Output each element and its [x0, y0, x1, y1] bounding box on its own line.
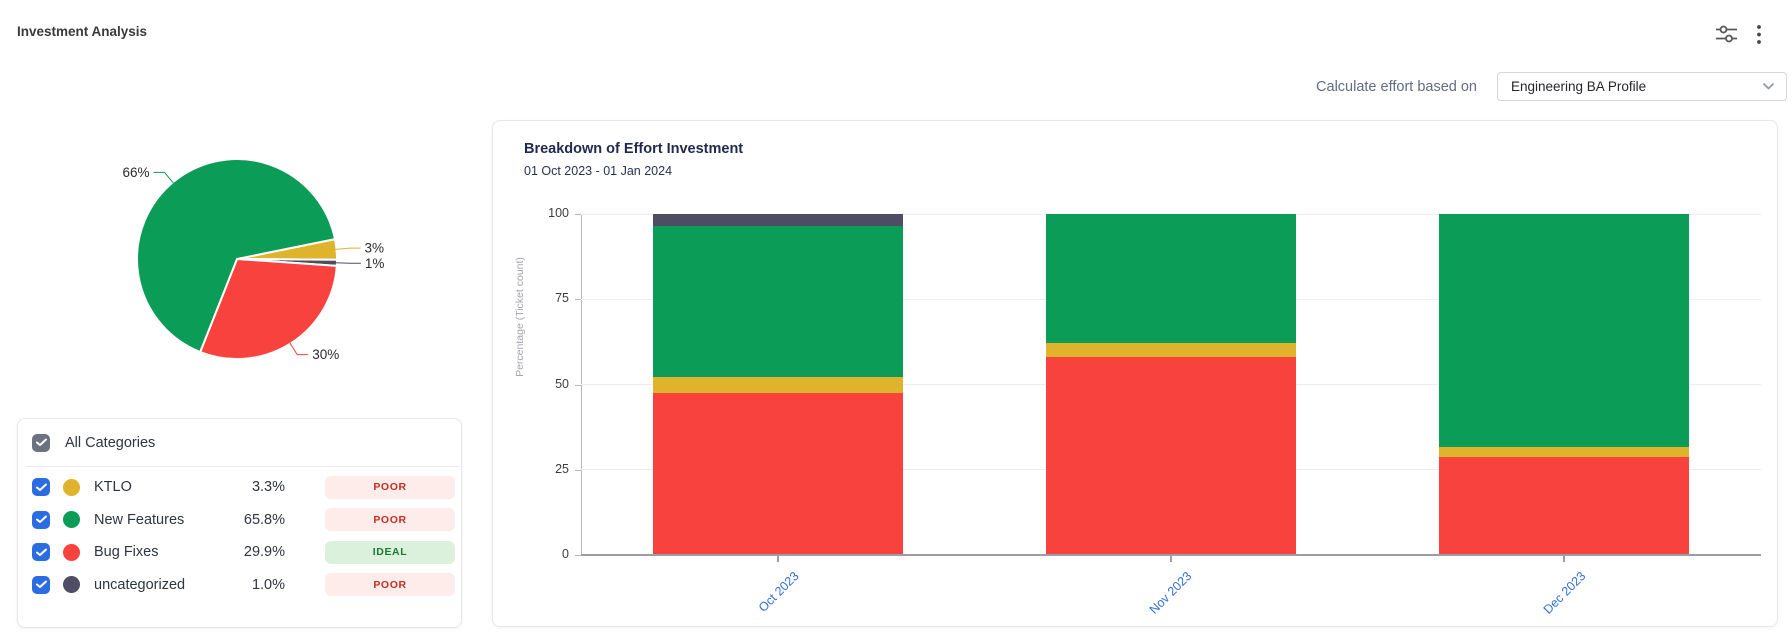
- bar-segment-oct-2023-bug-fixes[interactable]: [652, 392, 903, 555]
- pie-label-line: [153, 171, 174, 184]
- y-tick-mark: [575, 299, 581, 301]
- check-icon: [35, 438, 47, 446]
- x-label-oct-2023[interactable]: Oct 2023: [755, 569, 802, 615]
- x-label-nov-2023[interactable]: Nov 2023: [1147, 569, 1195, 617]
- bar-segment-dec-2023-bug-fixes[interactable]: [1439, 456, 1690, 555]
- y-tick-label: 75: [555, 291, 569, 306]
- y-tick-label: 0: [562, 547, 569, 561]
- all-categories-label: All Categories: [65, 434, 156, 451]
- bar-dec-2023: [1439, 214, 1690, 555]
- bar-segment-oct-2023-ktlo[interactable]: [652, 376, 903, 393]
- chart-date-range: 01 Oct 2023 - 01 Jan 2024: [524, 164, 673, 178]
- category-color-dot: [63, 511, 80, 529]
- page-title: Investment Analysis: [17, 24, 148, 39]
- category-row-bug-fixes: Bug Fixes 29.9% IDEAL: [18, 536, 461, 569]
- category-percent: 1.0%: [251, 576, 285, 593]
- category-row-new-features: New Features 65.8% POOR: [18, 504, 461, 537]
- x-tick-mark: [1170, 556, 1172, 562]
- profile-dropdown-value: Engineering BA Profile: [1511, 79, 1647, 94]
- category-row-ktlo: KTLO 3.3% POOR: [18, 471, 461, 504]
- category-percent: 3.3%: [251, 479, 285, 496]
- pie-label-ktlo: 3%: [365, 241, 385, 256]
- pie-label-uncategorized: 1%: [365, 256, 385, 271]
- y-tick-mark: [575, 214, 581, 215]
- pie-label-new-features: 66%: [122, 165, 149, 180]
- pie-label-line: [335, 247, 361, 250]
- category-color-dot: [63, 478, 80, 496]
- category-percent: 65.8%: [243, 511, 285, 528]
- x-label-dec-2023[interactable]: Dec 2023: [1540, 569, 1589, 617]
- all-categories-row: All Categories: [18, 419, 461, 466]
- category-status-badge: POOR: [325, 508, 455, 532]
- investment-pie-chart: 3%1% 30% 66%: [122, 158, 385, 362]
- category-label: KTLO: [94, 479, 132, 496]
- category-color-dot: [63, 543, 80, 561]
- profile-dropdown[interactable]: Engineering BA Profile: [1497, 72, 1787, 101]
- category-label: New Features: [94, 511, 185, 528]
- bar-segment-nov-2023-ktlo[interactable]: [1046, 343, 1296, 357]
- category-status-badge: POOR: [325, 573, 455, 597]
- calculate-effort-label: Calculate effort based on: [1316, 78, 1477, 95]
- y-tick-mark: [575, 469, 581, 471]
- category-status-badge: POOR: [325, 475, 455, 499]
- effort-chart-card: Breakdown of Effort Investment 01 Oct 20…: [492, 120, 1778, 627]
- y-axis-title: Percentage (Ticket count): [514, 257, 526, 377]
- stacked-bar-plot: Percentage (Ticket count) 0 25 50 75 100 Oct …: [514, 206, 1761, 617]
- bar-segment-oct-2023-uncategorized[interactable]: [652, 214, 903, 226]
- y-tick-mark: [575, 384, 581, 386]
- pie-label-bug-fixes: 30%: [312, 347, 339, 362]
- category-label: uncategorized: [94, 576, 186, 593]
- y-tick-mark: [575, 555, 581, 556]
- bar-nov-2023: [1046, 214, 1296, 555]
- check-icon: [35, 580, 47, 589]
- chart-title: Breakdown of Effort Investment: [524, 141, 744, 157]
- category-checkbox-ktlo[interactable]: [32, 478, 50, 497]
- pie-label-line: [335, 262, 361, 264]
- category-checkbox-bug-fixes[interactable]: [32, 543, 50, 562]
- bar-segment-dec-2023-ktlo[interactable]: [1439, 446, 1690, 457]
- category-label: Bug Fixes: [94, 544, 159, 561]
- filter-sliders-icon[interactable]: [1715, 25, 1738, 44]
- divider: [26, 466, 459, 467]
- bar-segment-dec-2023-new-features[interactable]: [1439, 214, 1690, 447]
- effort-basis-controls: Calculate effort based on Engineering BA…: [1200, 72, 1787, 101]
- x-axis-line: [581, 554, 1761, 556]
- bar-oct-2023: [652, 214, 903, 555]
- category-checkbox-new-features[interactable]: [32, 510, 50, 529]
- category-percent: 29.9%: [243, 544, 285, 561]
- x-tick-mark: [1563, 556, 1566, 562]
- category-color-dot: [63, 576, 80, 594]
- y-tick-label: 50: [555, 376, 569, 391]
- check-icon: [35, 515, 47, 524]
- bar-segment-oct-2023-new-features[interactable]: [652, 225, 903, 377]
- gridline-100: [581, 213, 1761, 215]
- kebab-menu-icon[interactable]: [1756, 24, 1762, 45]
- category-checkbox-uncategorized[interactable]: [32, 575, 50, 594]
- categories-panel: All Categories KTLO 3.3% POOR New Features 6…: [17, 418, 462, 628]
- pie-label-line: [289, 342, 309, 356]
- check-icon: [35, 548, 47, 556]
- category-list: KTLO 3.3% POOR New Features 65.8% POOR Bug Fix…: [18, 471, 461, 601]
- x-tick-mark: [776, 556, 779, 562]
- all-categories-checkbox[interactable]: [32, 433, 50, 452]
- check-icon: [35, 483, 47, 491]
- bar-segment-nov-2023-new-features[interactable]: [1046, 214, 1296, 344]
- y-tick-label: 25: [555, 461, 569, 476]
- category-status-badge: IDEAL: [325, 540, 455, 564]
- chevron-down-icon: [1763, 83, 1774, 90]
- category-row-uncategorized: uncategorized 1.0% POOR: [18, 569, 461, 602]
- bar-segment-nov-2023-bug-fixes[interactable]: [1046, 356, 1296, 555]
- y-tick-label: 100: [548, 206, 569, 220]
